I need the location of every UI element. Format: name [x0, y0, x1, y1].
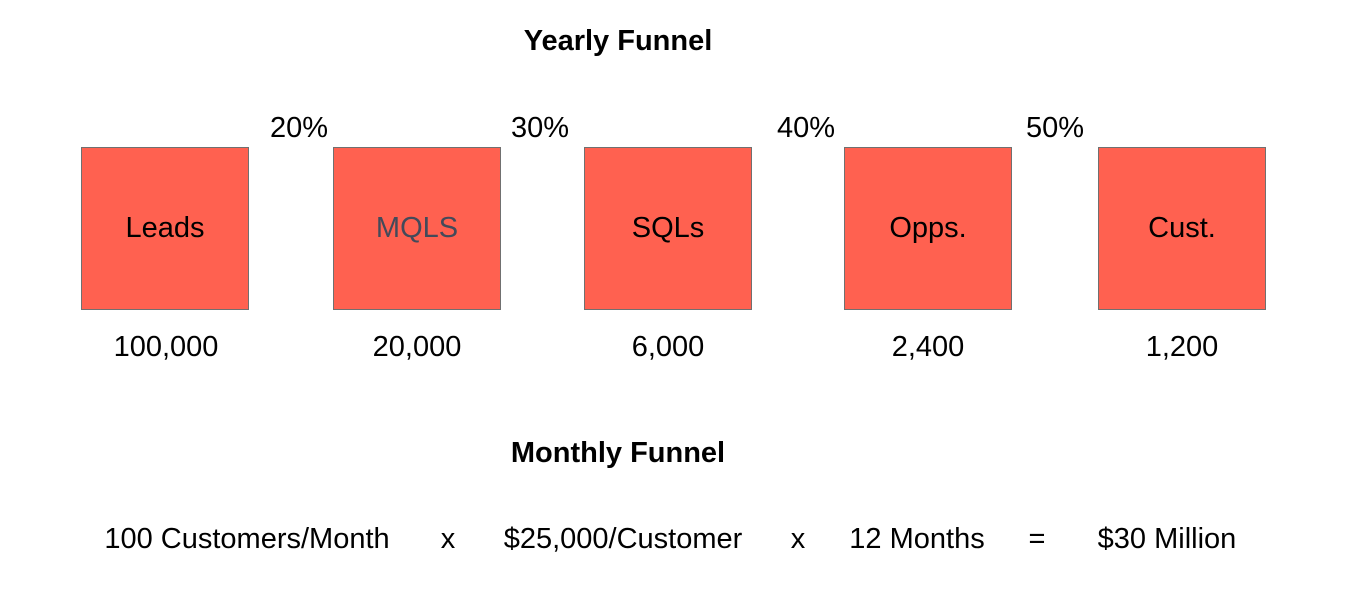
stage-box-mqls: MQLS [333, 147, 501, 310]
monthly-funnel-title: Monthly Funnel [510, 437, 726, 469]
stage-label-cust: Cust. [1148, 212, 1216, 244]
conversion-rate-opps-to-cust: 50% [1025, 112, 1085, 144]
equation-equals-operator: = [1028, 523, 1046, 555]
equation-result: $30 Million [1097, 523, 1237, 555]
conversion-rate-mqls-to-sqls: 30% [510, 112, 570, 144]
stage-box-leads: Leads [81, 147, 249, 310]
stage-count-opps: 2,400 [891, 331, 965, 363]
stage-count-leads: 100,000 [113, 331, 219, 363]
equation-customers-per-month: 100 Customers/Month [104, 523, 390, 555]
stage-box-sqls: SQLs [584, 147, 752, 310]
stage-label-opps: Opps. [889, 212, 967, 244]
equation-months: 12 Months [849, 523, 985, 555]
yearly-funnel-title: Yearly Funnel [523, 25, 713, 57]
conversion-rate-leads-to-mqls: 20% [269, 112, 329, 144]
equation-multiply-operator-2: x [790, 523, 806, 555]
stage-label-leads: Leads [125, 212, 205, 244]
stage-label-mqls: MQLS [375, 212, 459, 244]
equation-value-per-customer: $25,000/Customer [503, 523, 743, 555]
stage-label-sqls: SQLs [631, 212, 705, 244]
equation-multiply-operator: x [440, 523, 456, 555]
stage-box-opps: Opps. [844, 147, 1012, 310]
stage-box-cust: Cust. [1098, 147, 1266, 310]
stage-count-mqls: 20,000 [372, 331, 462, 363]
conversion-rate-sqls-to-opps: 40% [776, 112, 836, 144]
stage-count-cust: 1,200 [1145, 331, 1219, 363]
stage-count-sqls: 6,000 [631, 331, 705, 363]
